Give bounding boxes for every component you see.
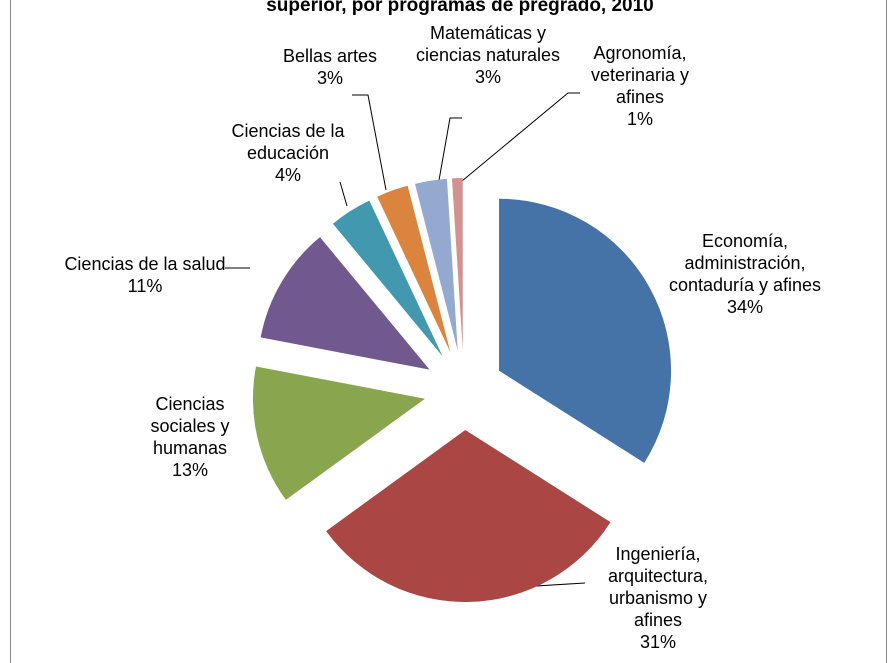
- data-label: Economía, administración, contaduría y a…: [660, 230, 830, 318]
- value-label: 1%: [626, 109, 653, 129]
- chart-title: superior, por programas de pregrado, 201…: [266, 0, 654, 16]
- data-label: Ingeniería, arquitectura, urbanismo y af…: [583, 543, 733, 653]
- category-label: Ciencias sociales y humanas: [150, 394, 230, 458]
- category-label: Bellas artes: [282, 46, 378, 66]
- category-label: Matemáticas y ciencias naturales: [415, 23, 561, 65]
- pie-slice: [326, 429, 611, 602]
- data-label: Agronomía, veterinaria y afines 1%: [565, 42, 715, 130]
- leader-line: [352, 94, 387, 191]
- data-label: Ciencias de la educación 4%: [223, 120, 353, 186]
- category-label: Ciencias de la salud: [64, 254, 226, 274]
- category-label: Ciencias de la educación: [231, 121, 345, 163]
- value-label: 3%: [316, 68, 343, 88]
- value-label: 11%: [127, 276, 163, 296]
- pie-slice: [260, 237, 430, 370]
- pie-slice: [414, 178, 458, 351]
- leader-line: [455, 92, 580, 187]
- pie-slice: [377, 185, 451, 353]
- leader-line: [437, 117, 462, 187]
- value-label: 34%: [726, 297, 764, 317]
- category-label: Ingeniería, arquitectura, urbanismo y af…: [607, 544, 709, 630]
- data-label: Ciencias sociales y humanas 13%: [125, 393, 255, 481]
- data-label: Bellas artes 3%: [270, 45, 390, 89]
- data-label: Ciencias de la salud 11%: [58, 253, 233, 297]
- value-label: 13%: [171, 460, 209, 480]
- pie-slice: [252, 366, 425, 500]
- value-label: 4%: [274, 165, 301, 185]
- leader-line: [339, 181, 348, 207]
- value-label: 31%: [639, 632, 677, 652]
- pie-slice: [332, 200, 443, 357]
- category-label: Agronomía, veterinaria y afines: [590, 43, 690, 107]
- pie-slice: [499, 198, 672, 463]
- chart-frame: [10, 0, 887, 663]
- slices: [252, 178, 672, 602]
- data-label: Matemáticas y ciencias naturales 3%: [413, 22, 563, 88]
- pie-slice: [451, 178, 463, 351]
- value-label: 3%: [474, 67, 501, 87]
- category-label: Economía, administración, contaduría y a…: [668, 231, 822, 295]
